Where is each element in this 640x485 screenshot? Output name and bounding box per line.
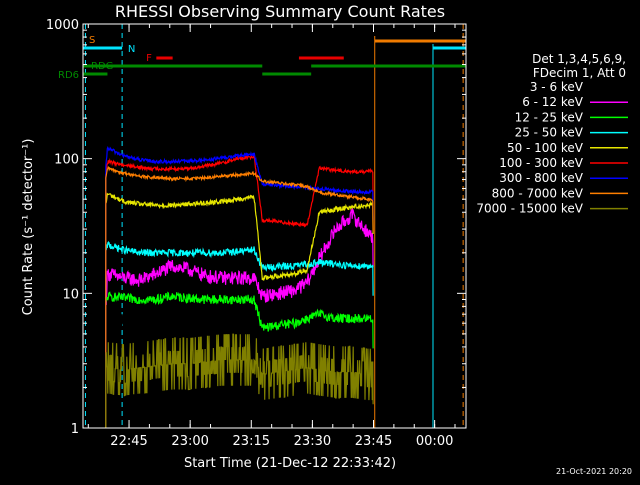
legend-entry-label: 25 - 50 keV [515, 126, 584, 140]
legend-entry-label: 6 - 12 keV [522, 95, 584, 109]
legend-entry-label: 7000 - 15000 keV [476, 202, 583, 216]
series-7000_15000 [105, 333, 374, 428]
legend-entry-label: 50 - 100 keV [507, 141, 584, 155]
x-axis-label: Start Time (21-Dec-12 22:33:42) [184, 456, 396, 471]
series-layer [105, 146, 374, 428]
legend-entry-label: 800 - 7000 keV [492, 186, 584, 200]
legend-entry-label: 300 - 800 keV [499, 171, 583, 185]
series-800_7000 [105, 165, 374, 428]
x-tick-label: 23:30 [294, 434, 331, 449]
series-line-7000_15000 [105, 333, 374, 428]
series-line-800_7000 [105, 165, 374, 428]
series-6_12 [105, 207, 374, 428]
rd-left-flag-label: RD6 [58, 70, 79, 81]
legend-entry-label: 3 - 6 keV [530, 80, 584, 94]
y-tick-label: 1000 [46, 18, 79, 33]
date-stamp: 21-Oct-2021 20:20 [556, 467, 632, 476]
y-axis-label: Count Rate (s⁻¹ detector⁻¹) [21, 139, 36, 316]
series-3_6 [105, 195, 374, 428]
f-flag-label: F [146, 53, 152, 64]
series-line-25_50 [105, 240, 374, 428]
series-line-12_25 [105, 291, 374, 428]
series-line-100_300 [105, 154, 374, 428]
y-tick-label: 100 [54, 153, 79, 168]
flag-layer: S NF RDG RD6 [58, 24, 466, 428]
legend-entry-label: 12 - 25 keV [515, 110, 584, 124]
plot-frame [82, 23, 467, 429]
x-tick-label: 23:45 [355, 434, 392, 449]
n-flag-label: N [128, 44, 135, 55]
series-300_800 [105, 146, 374, 428]
series-50_100 [105, 192, 374, 428]
legend-header-fdecim: FDecim 1, Att 0 [533, 66, 626, 80]
x-tick-label: 22:45 [110, 434, 147, 449]
y-tick-label: 1 [71, 422, 79, 437]
series-line-3_6 [105, 195, 374, 428]
y-tick-label: 10 [62, 287, 79, 302]
legend-header-det: Det 1,3,4,5,6,9, [532, 52, 626, 66]
x-tick-label: 23:00 [171, 434, 208, 449]
x-tick-label: 00:00 [416, 434, 453, 449]
series-line-6_12 [105, 207, 374, 428]
s-flag-label: S [89, 35, 95, 46]
x-tick-label: 23:15 [233, 434, 270, 449]
chart-title: RHESSI Observing Summary Count Rates [115, 2, 445, 21]
series-line-300_800 [105, 146, 374, 428]
series-25_50 [105, 240, 374, 428]
series-100_300 [105, 154, 374, 428]
series-line-50_100 [105, 192, 374, 428]
axis-layer: 22:45 23:00 23:15 23:30 23:45 00:00 1 10 100 1000 [46, 18, 467, 449]
rd-flag-label: RDG [91, 61, 113, 72]
series-12_25 [105, 291, 374, 428]
legend-entry-label: 100 - 300 keV [499, 156, 583, 170]
